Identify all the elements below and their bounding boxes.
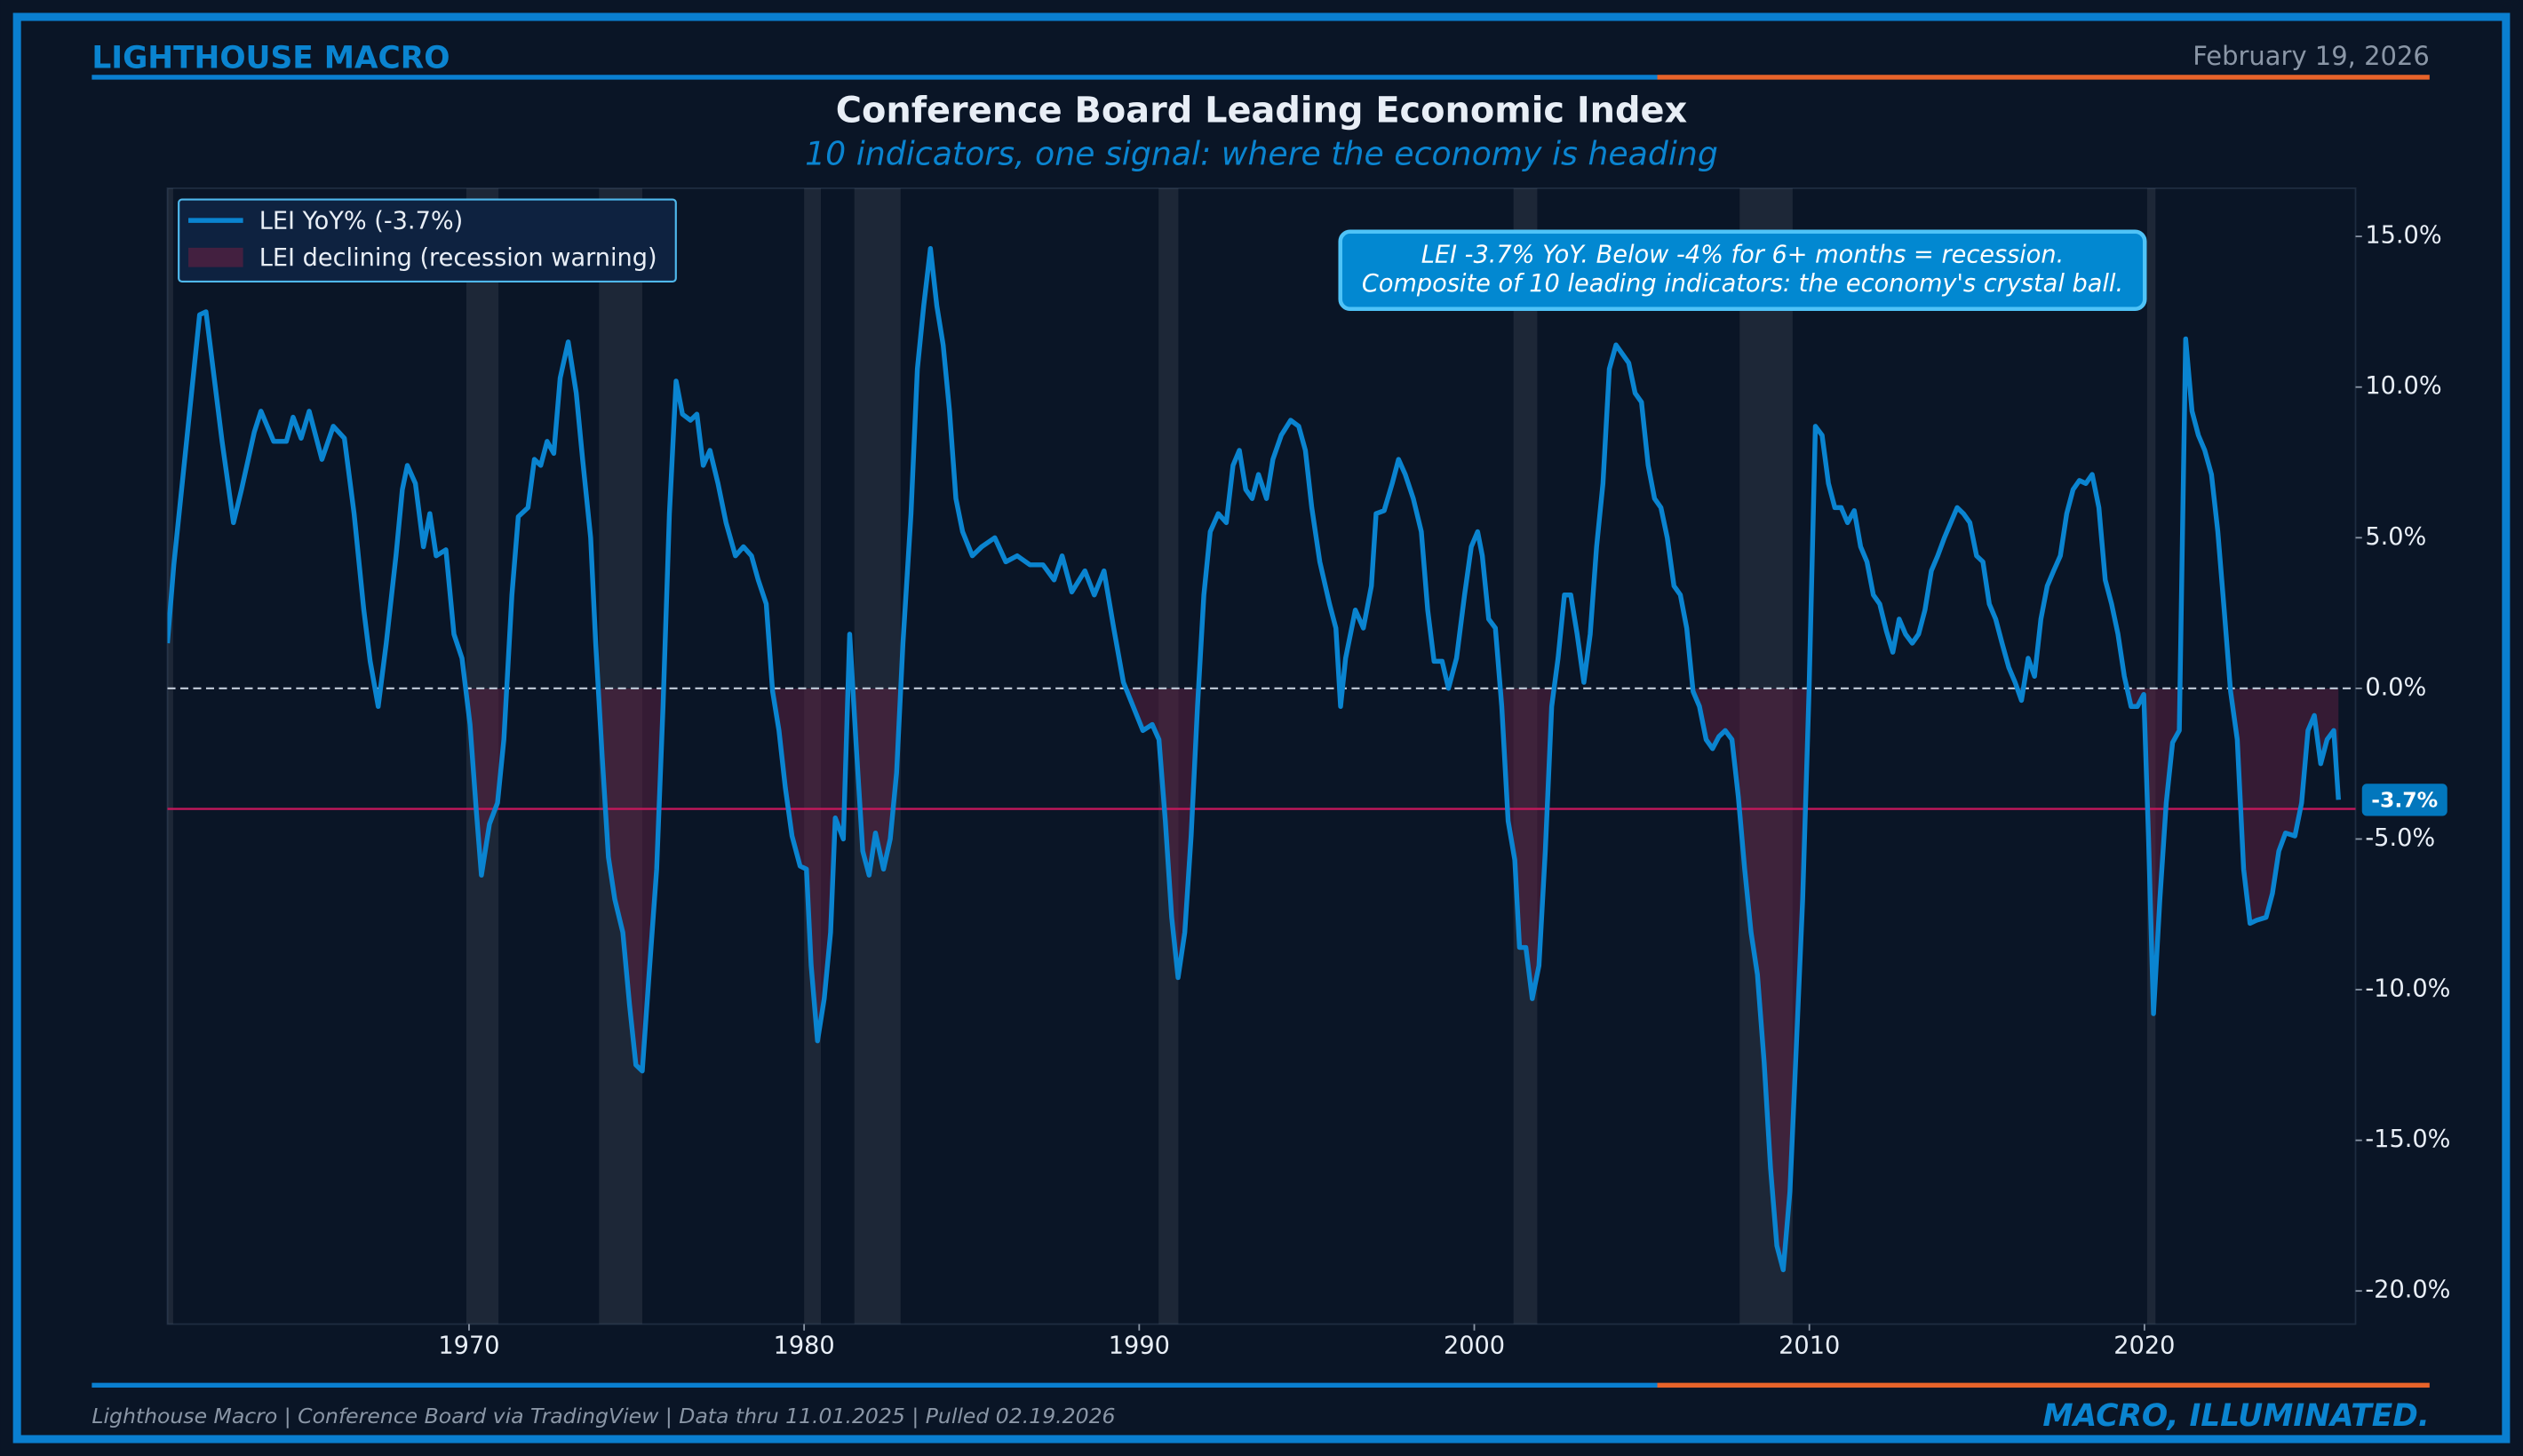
- frame: [12, 12, 2511, 1444]
- plot-layer: [167, 187, 2356, 1325]
- annotation-box: [1338, 229, 2147, 311]
- chart-subtitle: 10 indicators, one signal: where the eco…: [805, 135, 1718, 173]
- y-tick-label: 0.0%: [2365, 673, 2426, 701]
- brand: LIGHTHOUSE MACRO: [92, 41, 450, 76]
- y-tick-label: 10.0%: [2365, 372, 2441, 400]
- recession-band: [167, 187, 173, 1325]
- y-tick-label: -5.0%: [2365, 824, 2435, 852]
- y-tick-label: -15.0%: [2365, 1126, 2450, 1153]
- lei-line: [167, 246, 2341, 1273]
- current-label: -3.7%: [2371, 788, 2438, 813]
- annotation: LEI -3.7% YoY. Below -4% for 6+ months =…: [1421, 241, 2065, 268]
- y-tick-label: 15.0%: [2365, 222, 2441, 250]
- legend: [178, 198, 677, 283]
- current-badge: [2361, 784, 2447, 816]
- decline-fill: [167, 688, 2339, 1270]
- x-tick-label: 2010: [1779, 1332, 1840, 1359]
- date: February 19, 2026: [2193, 41, 2430, 71]
- annotation: Composite of 10 leading indicators: the …: [1362, 270, 2123, 298]
- y-tick-label: -10.0%: [2365, 975, 2450, 1003]
- legend-label: LEI declining (recession warning): [259, 244, 657, 272]
- x-tick-label: 2020: [2113, 1332, 2175, 1359]
- legend-label: LEI YoY% (-3.7%): [259, 207, 464, 235]
- y-tick-label: 5.0%: [2365, 523, 2426, 551]
- x-tick-label: 1980: [774, 1332, 835, 1359]
- chart-title: Conference Board Leading Economic Index: [836, 90, 1688, 131]
- legend-swatch: [188, 247, 243, 267]
- y-tick-label: -20.0%: [2365, 1277, 2450, 1304]
- tagline: MACRO, ILLUMINATED.: [2042, 1398, 2429, 1434]
- x-tick-label: 2000: [1444, 1332, 1505, 1359]
- plot-area: [166, 187, 2357, 1325]
- axes: 15.0% 10.0% 5.0% 0.0% -5.0% -10.0% -15.0% -20.0…: [438, 222, 2450, 1360]
- x-tick-label: 1990: [1109, 1332, 1170, 1359]
- source: Lighthouse Macro | Conference Board via …: [92, 1404, 1115, 1428]
- x-tick-label: 1970: [438, 1332, 499, 1359]
